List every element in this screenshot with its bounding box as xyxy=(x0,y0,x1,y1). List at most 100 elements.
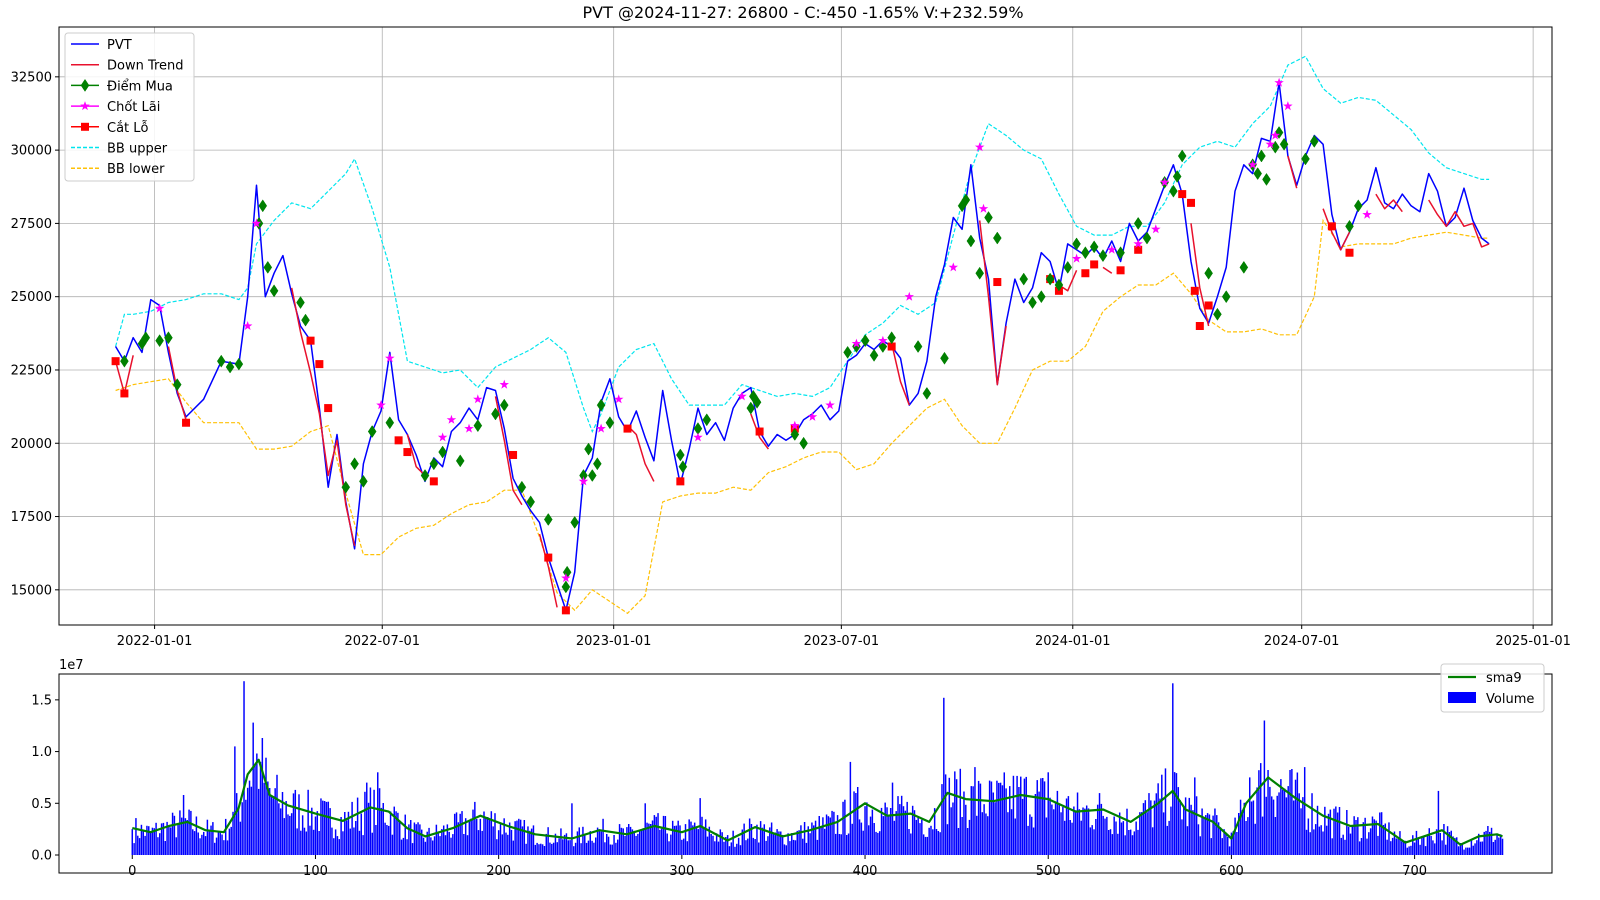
volume-bar xyxy=(1349,833,1352,855)
volume-bar xyxy=(488,819,491,855)
buy-marker xyxy=(499,398,509,412)
volume-bar xyxy=(675,825,678,855)
volume-bar xyxy=(627,824,630,855)
take-profit-marker xyxy=(614,394,624,404)
volume-bar xyxy=(523,820,526,855)
volume-bar xyxy=(1131,835,1134,855)
down-trend-segment xyxy=(1428,199,1490,248)
volume-bar xyxy=(1049,797,1051,855)
volume-bar xyxy=(206,819,209,855)
volume-bar xyxy=(1501,838,1504,855)
y-tick-label: 32500 xyxy=(11,70,52,85)
volume-bar xyxy=(1126,808,1128,855)
volume-bar xyxy=(1216,815,1218,855)
volume-bar xyxy=(1382,825,1385,855)
volume-bar xyxy=(375,825,377,855)
volume-bar xyxy=(514,821,516,855)
buy-marker xyxy=(263,260,273,274)
volume-bar xyxy=(1190,804,1192,855)
volume-bar xyxy=(792,839,795,855)
volume-bar xyxy=(961,817,963,855)
down-trend-segment xyxy=(750,413,769,450)
volume-bar xyxy=(1107,830,1110,855)
volume-bar xyxy=(1424,846,1427,855)
volume-bar xyxy=(968,819,971,855)
volume-bar xyxy=(501,834,504,855)
buy-marker xyxy=(1037,290,1046,304)
volume-bar xyxy=(1098,793,1101,855)
volume-bar xyxy=(595,837,597,855)
volume-bar xyxy=(1058,804,1060,855)
volume-bar xyxy=(312,829,315,855)
buy-marker xyxy=(258,199,268,213)
volume-bar xyxy=(682,838,685,855)
volume-bar xyxy=(1012,775,1015,855)
volume-bar xyxy=(602,818,604,855)
volume-bar xyxy=(977,780,980,855)
volume-bar xyxy=(510,829,513,855)
volume-bar xyxy=(160,823,163,855)
buy-marker xyxy=(359,474,368,488)
volume-bar xyxy=(1096,804,1099,855)
volume-bar xyxy=(560,828,562,855)
volume-bar xyxy=(1203,818,1205,855)
volume-bar xyxy=(148,826,150,855)
volume-bar xyxy=(483,811,485,855)
volume-bar xyxy=(1045,817,1048,855)
stop-loss-marker xyxy=(1178,190,1187,199)
volume-bar xyxy=(972,786,974,855)
volume-bar xyxy=(569,840,571,855)
volume-bar xyxy=(318,831,320,855)
y-tick-label: 20000 xyxy=(11,437,52,452)
volume-bar xyxy=(913,810,916,855)
buy-marker xyxy=(1169,184,1178,198)
volume-bar xyxy=(1151,827,1154,855)
volume-bar xyxy=(671,820,674,855)
x-tick-label: 2025-01-01 xyxy=(1495,634,1571,649)
volume-bar xyxy=(1225,832,1227,855)
volume-bar xyxy=(754,839,756,855)
volume-bar xyxy=(415,824,417,855)
stop-loss-marker xyxy=(887,342,896,351)
volume-bar xyxy=(1439,833,1441,855)
buy-marker xyxy=(584,442,593,456)
buy-marker xyxy=(120,354,129,368)
volume-bar xyxy=(1335,806,1337,855)
volume-bar xyxy=(1254,823,1256,855)
volume-bar xyxy=(1186,826,1189,855)
volume-bar xyxy=(692,825,694,855)
volume-bar xyxy=(701,816,703,855)
buy-marker xyxy=(269,284,279,298)
take-profit-marker xyxy=(1159,177,1170,187)
volume-bar xyxy=(263,782,265,855)
buy-marker xyxy=(1142,231,1152,245)
volume-bar xyxy=(1031,816,1033,855)
volume-bar xyxy=(356,797,359,855)
buy-marker xyxy=(790,428,800,441)
volume-bar xyxy=(463,834,465,855)
volume-bar xyxy=(1318,826,1321,855)
volume-bar xyxy=(1065,798,1068,855)
volume-bar xyxy=(146,825,148,855)
volume-bar xyxy=(254,763,256,855)
volume-bar xyxy=(906,801,908,855)
stop-loss-marker xyxy=(544,553,553,562)
x-tick-label: 2024-07-01 xyxy=(1264,634,1340,649)
chart-title: PVT @2024-11-27: 26800 - C:-450 -1.65% V… xyxy=(582,3,1023,22)
volume-bar xyxy=(611,844,613,855)
volume-bar xyxy=(530,828,533,855)
volume-bar xyxy=(598,829,601,855)
take-profit-marker xyxy=(437,432,448,442)
volume-bar xyxy=(475,819,478,855)
volume-bar xyxy=(1170,806,1172,855)
volume-bar xyxy=(842,801,844,855)
volume-bar xyxy=(1483,831,1485,855)
legend-marker xyxy=(80,78,90,92)
volume-bar xyxy=(1223,829,1225,855)
volume-bar xyxy=(719,829,722,855)
volume-bar xyxy=(1432,840,1434,855)
volume-bar xyxy=(426,831,428,855)
stop-loss-marker xyxy=(111,357,120,366)
volume-bar xyxy=(798,830,800,855)
volume-bar xyxy=(1221,838,1223,855)
